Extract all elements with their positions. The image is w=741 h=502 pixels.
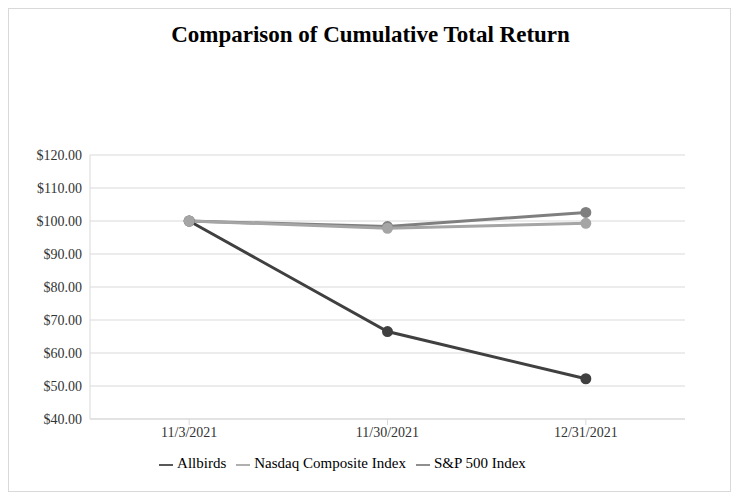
- html-text:Comparison of Cumulative Total: Comparison of Cumulative Total Return: [171, 22, 570, 47]
- svg-text:$70.00: $70.00: [44, 313, 83, 328]
- html-text:Allbirds: Allbirds: [177, 455, 227, 471]
- svg-text:$90.00: $90.00: [44, 247, 83, 262]
- svg-text:$40.00: $40.00: [44, 412, 83, 427]
- svg-text:$110.00: $110.00: [37, 181, 82, 196]
- svg-text:11/30/2021: 11/30/2021: [356, 425, 419, 440]
- svg-text:$80.00: $80.00: [44, 280, 83, 295]
- svg-text:$60.00: $60.00: [44, 346, 83, 361]
- svg-text:11/3/2021: 11/3/2021: [161, 425, 217, 440]
- svg-text:12/31/2021: 12/31/2021: [554, 425, 618, 440]
- svg-text:$100.00: $100.00: [37, 214, 83, 229]
- svg-text:$50.00: $50.00: [44, 379, 83, 394]
- html-text:Nasdaq Composite Index: Nasdaq Composite Index: [254, 455, 406, 471]
- svg-text:$120.00: $120.00: [37, 148, 83, 163]
- html-text:S&P 500 Index: S&P 500 Index: [433, 455, 526, 471]
